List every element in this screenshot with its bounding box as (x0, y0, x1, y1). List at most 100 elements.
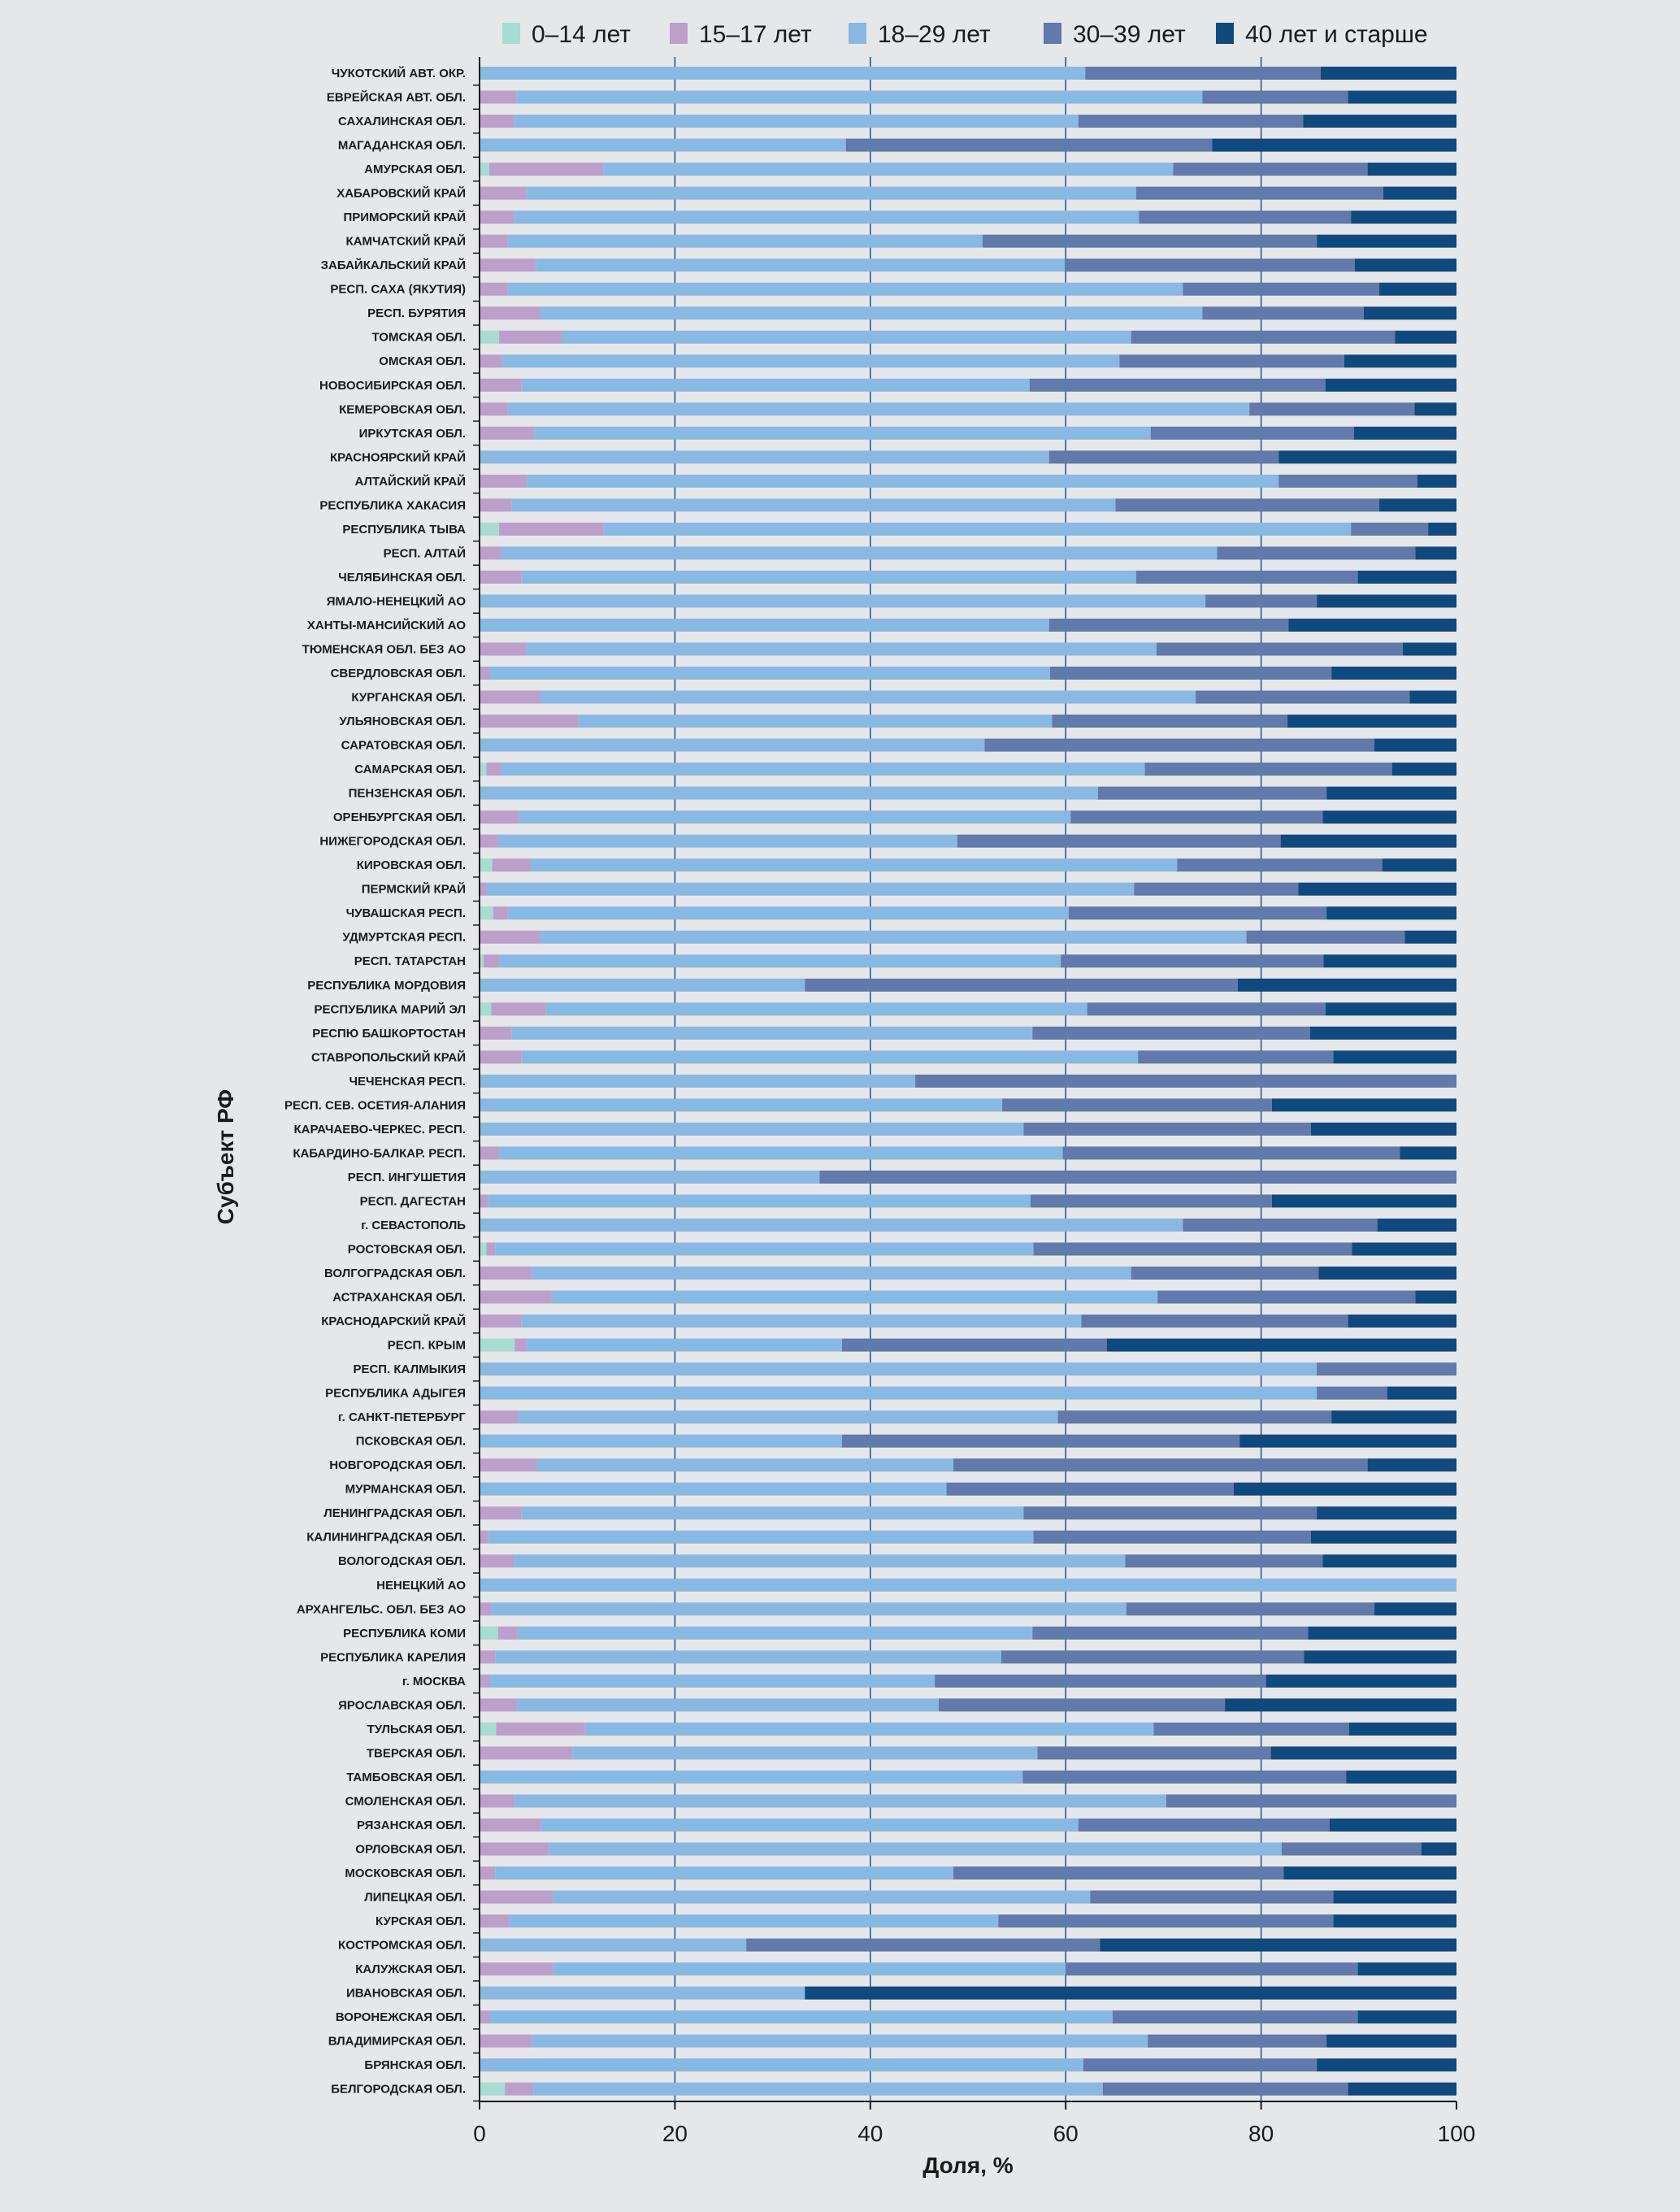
bar-segment-5 (1271, 1098, 1456, 1112)
legend-label: 40 лет и старше (1245, 21, 1428, 48)
bar-segment-2 (497, 1626, 518, 1640)
category-label: РЕСП. КРЫМ (388, 1339, 466, 1353)
bar-segment-5 (1348, 1722, 1456, 1736)
bar-segment-3 (507, 282, 1183, 296)
x-tick-label: 80 (1248, 2121, 1274, 2146)
category-label: КРАСНОЯРСКИЙ КРАЙ (330, 450, 466, 464)
bar-segment-4 (1317, 1362, 1456, 1376)
bar-segment-3 (549, 1842, 1282, 1856)
category-label: ИВАНОВСКАЯ ОБЛ. (346, 1987, 466, 2001)
bar-segment-2 (480, 354, 502, 368)
x-axis-label: Доля, % (922, 2153, 1013, 2178)
bar-segment-4 (1148, 2034, 1327, 2048)
x-tick-label: 40 (857, 2121, 883, 2146)
bar-segment-3 (511, 1026, 1033, 1040)
bar-segment-2 (480, 1698, 518, 1712)
bar-segment-4 (746, 1938, 1100, 1952)
legend-label: 30–39 лет (1073, 21, 1186, 48)
bar-segment-2 (480, 498, 512, 512)
bar-segment-5 (1421, 1842, 1456, 1856)
bar-segment-4 (1150, 426, 1354, 440)
category-label: КИРОВСКАЯ ОБЛ. (357, 858, 466, 872)
bar-segment-5 (1367, 163, 1456, 176)
bar-segment-4 (1068, 906, 1327, 920)
category-label: ЛЕНИНГРАДСКАЯ ОБЛ. (323, 1506, 466, 1520)
bar-segment-3 (540, 930, 1247, 944)
category-label: ЛИПЕЦКАЯ ОБЛ. (364, 1891, 466, 1905)
bar-segment-3 (480, 618, 1049, 632)
bar-segment-5 (1344, 354, 1456, 368)
bar-segment-5 (1288, 618, 1456, 632)
bar-segment-5 (1331, 1410, 1456, 1424)
bar-segment-2 (480, 259, 536, 272)
legend-swatch (502, 23, 520, 44)
bar-segment-4 (984, 738, 1375, 752)
category-label: ЕВРЕЙСКАЯ АВТ. ОБЛ. (327, 90, 466, 105)
category-label: НОВОСИБИРСКАЯ ОБЛ. (319, 379, 466, 393)
bar-segment-3 (507, 906, 1069, 920)
bar-segment-3 (480, 1482, 947, 1496)
legend-label: 15–17 лет (699, 21, 812, 48)
bar-segment-2 (480, 1458, 537, 1472)
bar-segment-3 (545, 1002, 1087, 1016)
bar-segment-2 (480, 211, 514, 224)
category-label: ИРКУТСКАЯ ОБЛ. (359, 427, 466, 441)
bar-segment-4 (1090, 1890, 1334, 1904)
bar-segment-2 (480, 1194, 488, 1208)
category-label: СВЕРДЛОВСКАЯ ОБЛ. (331, 667, 466, 680)
bar-segment-4 (1102, 2082, 1348, 2096)
bar-segment-4 (953, 1458, 1368, 1472)
bar-segment-3 (480, 2058, 1083, 2072)
bar-segment-3 (530, 858, 1178, 872)
bar-segment-5 (1404, 930, 1456, 944)
category-label: ТЮМЕНСКАЯ ОБЛ. БЕЗ АО (302, 642, 467, 656)
bar-segment-3 (489, 667, 1050, 680)
bar-segment-5 (1317, 234, 1456, 248)
category-label: ХАНТЫ-МАНСИЙСКИЙ АО (307, 618, 466, 632)
category-label: г. СЕВАСТОПОЛЬ (361, 1219, 466, 1232)
bar-segment-2 (480, 1290, 552, 1304)
bar-segment-3 (480, 67, 1086, 80)
category-label: ЧЕЛЯБИНСКАЯ ОБЛ. (338, 571, 466, 585)
bar-segment-3 (521, 1315, 1082, 1328)
bar-segment-3 (540, 690, 1196, 704)
bar-segment-5 (1415, 1290, 1456, 1304)
bar-segment-2 (480, 930, 540, 944)
category-label: РЕСПУБЛИКА АДЫГЕЯ (325, 1387, 466, 1401)
category-label: КАБАРДИНО-БАЛКАР. РЕСП. (293, 1146, 466, 1160)
bar-segment-1 (480, 1242, 487, 1256)
bar-segment-4 (1112, 2010, 1358, 2024)
bar-segment-2 (480, 2010, 490, 2024)
bar-segment-4 (1029, 378, 1326, 392)
bar-segment-2 (486, 763, 501, 776)
category-label: УЛЬЯНОВСКАЯ ОБЛ. (339, 715, 466, 728)
bar-segment-5 (1322, 1554, 1456, 1568)
bar-segment-5 (1333, 1050, 1456, 1064)
bar-segment-3 (551, 1290, 1158, 1304)
bar-segment-4 (819, 1170, 1456, 1184)
category-label: МАГАДАНСКАЯ ОБЛ. (338, 139, 466, 153)
category-label: РЕСП. АЛТАЙ (384, 545, 466, 560)
bar-segment-4 (946, 1482, 1234, 1496)
bar-segment-3 (480, 1938, 747, 1952)
bar-segment-1 (480, 1626, 498, 1640)
bar-segment-3 (526, 186, 1136, 200)
bar-segment-4 (1119, 354, 1344, 368)
bar-segment-3 (521, 1050, 1139, 1064)
bar-segment-4 (1202, 90, 1348, 104)
bar-segment-4 (1205, 594, 1318, 608)
bar-segment-5 (1395, 330, 1456, 344)
bar-segment-3 (527, 474, 1279, 488)
bar-segment-2 (480, 1674, 490, 1688)
bar-segment-4 (1166, 1794, 1456, 1808)
bar-segment-2 (480, 1410, 519, 1424)
bar-segment-2 (514, 1338, 527, 1352)
bar-segment-4 (1134, 882, 1299, 896)
bars (480, 67, 1456, 2096)
bar-segment-5 (1233, 1482, 1456, 1496)
x-tick-label: 20 (662, 2121, 688, 2146)
bar-segment-3 (553, 1890, 1091, 1904)
bar-segment-4 (805, 978, 1238, 992)
bar-segment-2 (480, 1315, 522, 1328)
bar-segment-5 (1348, 2082, 1456, 2096)
